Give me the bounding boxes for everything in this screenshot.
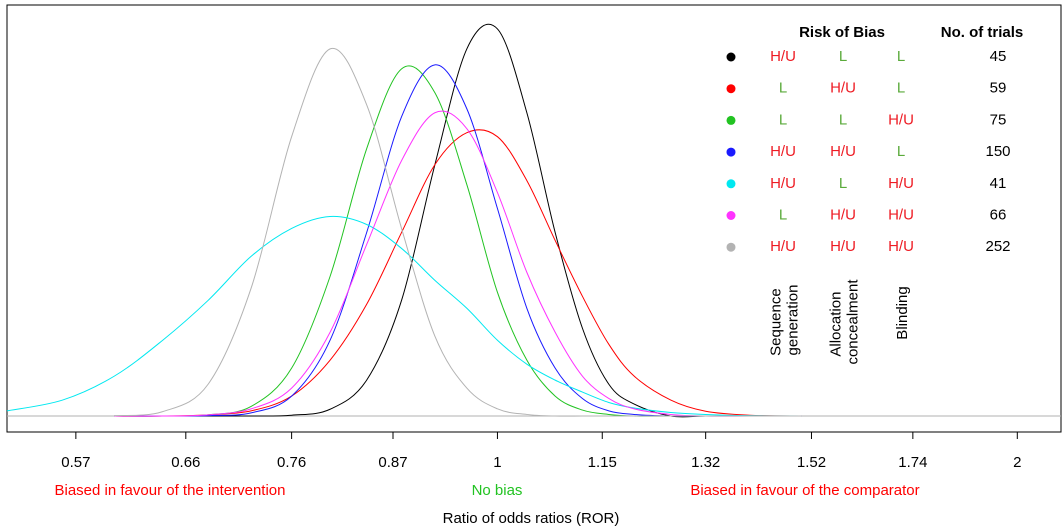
annotation: Biased in favour of the intervention	[55, 482, 286, 499]
rating: L	[897, 80, 905, 97]
density-curve	[6, 215, 802, 417]
rating: L	[897, 48, 905, 65]
x-tick-label: 0.87	[378, 454, 407, 471]
x-tick-label: 0.76	[277, 454, 306, 471]
trial-count: 75	[990, 111, 1007, 128]
x-tick-label: 0.57	[61, 454, 90, 471]
rating: H/U	[770, 48, 796, 65]
trial-count: 59	[990, 80, 1007, 97]
rating: H/U	[888, 206, 914, 223]
rating: L	[779, 80, 787, 97]
x-tick-label: 1	[493, 454, 501, 471]
x-tick-label: 1.15	[588, 454, 617, 471]
column-header: Allocation concealment	[827, 279, 861, 365]
plot-frame	[6, 4, 1062, 433]
rating: H/U	[830, 206, 856, 223]
rating: H/U	[888, 238, 914, 255]
x-tick-label: 1.32	[691, 454, 720, 471]
rating: H/U	[888, 111, 914, 128]
density-curve	[114, 64, 802, 417]
table-title: Risk of Bias	[799, 24, 885, 41]
density-curve	[114, 47, 802, 417]
rating: H/U	[830, 80, 856, 97]
rating: L	[839, 48, 847, 65]
rating: H/U	[830, 238, 856, 255]
rating: H/U	[888, 175, 914, 192]
legend-marker	[726, 115, 736, 125]
density-curve	[114, 23, 802, 418]
column-header: Sequence generation	[767, 284, 801, 356]
density-curve	[114, 110, 802, 417]
count-header: No. of trials	[941, 24, 1024, 41]
trial-count: 45	[990, 48, 1007, 65]
x-axis-title: Ratio of odds ratios (ROR)	[443, 510, 620, 527]
rating: L	[779, 206, 787, 223]
annotation: Biased in favour of the comparator	[690, 482, 919, 499]
annotation: No bias	[472, 482, 523, 499]
legend-marker	[726, 211, 736, 220]
trial-count: 41	[990, 175, 1007, 192]
legend-marker	[726, 147, 736, 157]
trial-count: 252	[985, 238, 1010, 255]
rating: H/U	[770, 175, 796, 192]
legend-marker	[726, 52, 736, 62]
rating: H/U	[770, 238, 796, 255]
trial-count: 150	[985, 143, 1010, 160]
x-tick-label: 0.66	[171, 454, 200, 471]
legend-marker	[726, 242, 736, 252]
rating: L	[897, 143, 905, 160]
legend-marker	[726, 179, 736, 189]
rating: H/U	[830, 143, 856, 160]
x-tick-label: 1.74	[898, 454, 927, 471]
rating: H/U	[770, 143, 796, 160]
legend-marker	[726, 84, 736, 94]
column-header: Blinding	[894, 286, 911, 339]
rating: L	[839, 175, 847, 192]
x-tick-label: 2	[1013, 454, 1021, 471]
rating: L	[839, 111, 847, 128]
rating: L	[779, 111, 787, 128]
trial-count: 66	[990, 206, 1007, 223]
x-tick-label: 1.52	[797, 454, 826, 471]
density-curve	[114, 129, 802, 417]
